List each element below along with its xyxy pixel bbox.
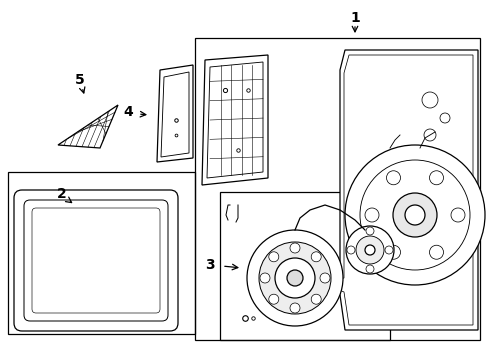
- Bar: [195, 38, 479, 340]
- Text: 3: 3: [205, 258, 214, 272]
- Circle shape: [289, 243, 299, 253]
- Circle shape: [365, 265, 373, 273]
- Circle shape: [259, 242, 330, 314]
- Polygon shape: [314, 50, 477, 330]
- Circle shape: [246, 230, 342, 326]
- Circle shape: [364, 245, 374, 255]
- Circle shape: [346, 226, 393, 274]
- Circle shape: [428, 171, 443, 185]
- Circle shape: [310, 294, 321, 304]
- Circle shape: [364, 208, 378, 222]
- Circle shape: [345, 145, 484, 285]
- Circle shape: [384, 246, 392, 254]
- Circle shape: [274, 258, 314, 298]
- Text: 1: 1: [349, 11, 359, 25]
- Circle shape: [286, 270, 303, 286]
- Circle shape: [386, 171, 400, 185]
- Bar: [220, 192, 389, 340]
- Polygon shape: [58, 105, 118, 148]
- Circle shape: [428, 245, 443, 259]
- FancyBboxPatch shape: [14, 190, 178, 331]
- Circle shape: [421, 92, 437, 108]
- Circle shape: [450, 208, 464, 222]
- Polygon shape: [157, 65, 193, 162]
- Circle shape: [386, 245, 400, 259]
- Circle shape: [365, 227, 373, 235]
- Circle shape: [404, 205, 424, 225]
- Circle shape: [319, 273, 329, 283]
- Circle shape: [346, 246, 354, 254]
- Text: 4: 4: [123, 105, 133, 119]
- Circle shape: [289, 303, 299, 313]
- Circle shape: [260, 273, 269, 283]
- Circle shape: [355, 236, 383, 264]
- Polygon shape: [202, 55, 267, 185]
- Circle shape: [268, 294, 278, 304]
- Text: 5: 5: [75, 73, 85, 87]
- Circle shape: [392, 193, 436, 237]
- Circle shape: [310, 252, 321, 262]
- Text: 2: 2: [57, 187, 67, 201]
- Bar: [8, 172, 195, 334]
- Circle shape: [423, 129, 435, 141]
- Circle shape: [439, 113, 449, 123]
- Circle shape: [268, 252, 278, 262]
